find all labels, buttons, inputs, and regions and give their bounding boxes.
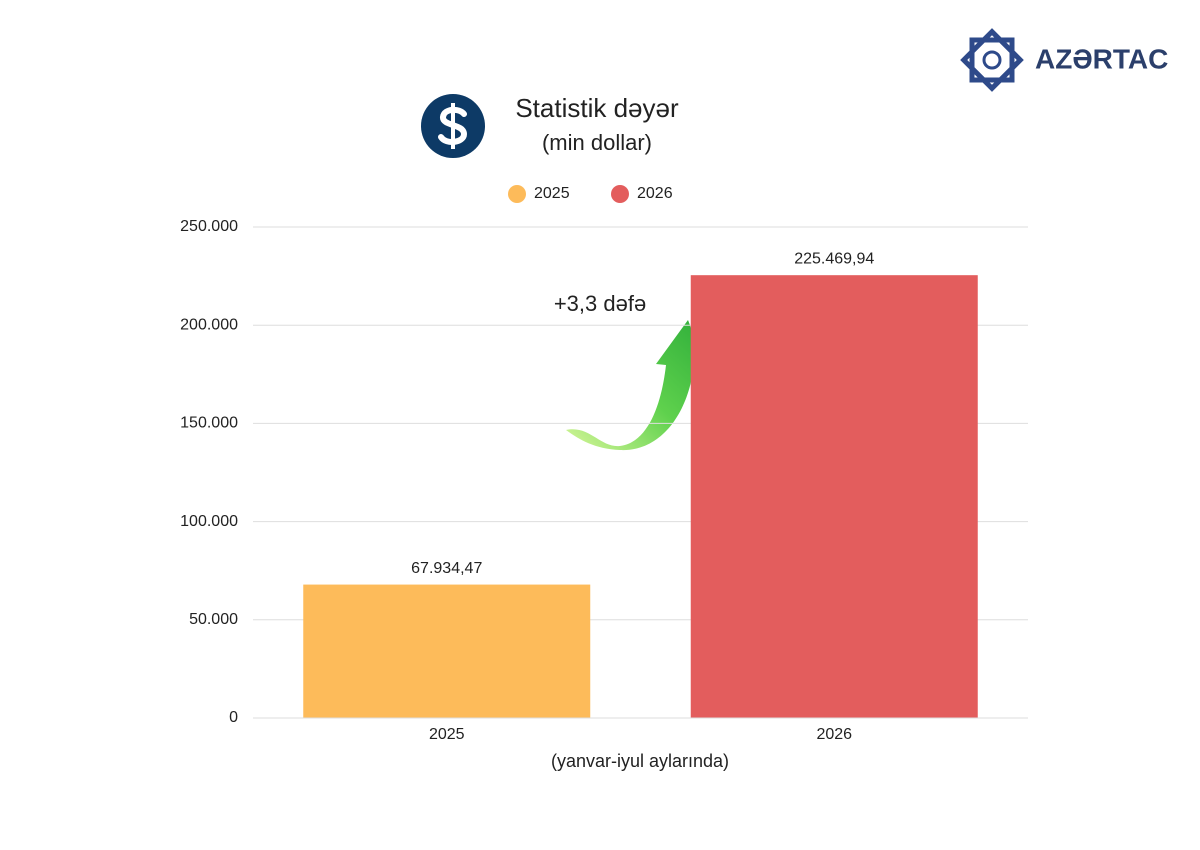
chart-subtitle: (min dollar) xyxy=(542,130,652,155)
annotation: +3,3 dəfə xyxy=(554,291,646,316)
x-tick-label: 2026 xyxy=(816,726,852,743)
logo: AZƏRTAC xyxy=(960,28,1168,92)
value-label: 225.469,94 xyxy=(794,250,874,267)
legend-label: 2026 xyxy=(637,185,673,202)
bar xyxy=(690,275,978,718)
legend-marker xyxy=(508,185,526,203)
y-tick-label: 50.000 xyxy=(189,611,238,628)
brand: AZƏRTAC xyxy=(1035,43,1168,74)
x-axis-label: (yanvar-iyul aylarında) xyxy=(551,751,729,771)
y-tick-label: 0 xyxy=(229,709,238,726)
dollar-icon xyxy=(421,94,485,158)
y-tick-label: 100.000 xyxy=(180,513,238,530)
y-tick-label: 150.000 xyxy=(180,415,238,432)
legend-marker xyxy=(611,185,629,203)
legend-label: 2025 xyxy=(534,185,570,202)
y-tick-label: 200.000 xyxy=(180,316,238,333)
bar xyxy=(303,584,591,718)
y-tick-label: 250.000 xyxy=(180,218,238,235)
chart-title: Statistik dəyər xyxy=(515,93,679,123)
value-label: 67.934,47 xyxy=(411,560,482,577)
growth-arrow xyxy=(566,320,705,451)
x-tick-label: 2025 xyxy=(429,726,465,743)
